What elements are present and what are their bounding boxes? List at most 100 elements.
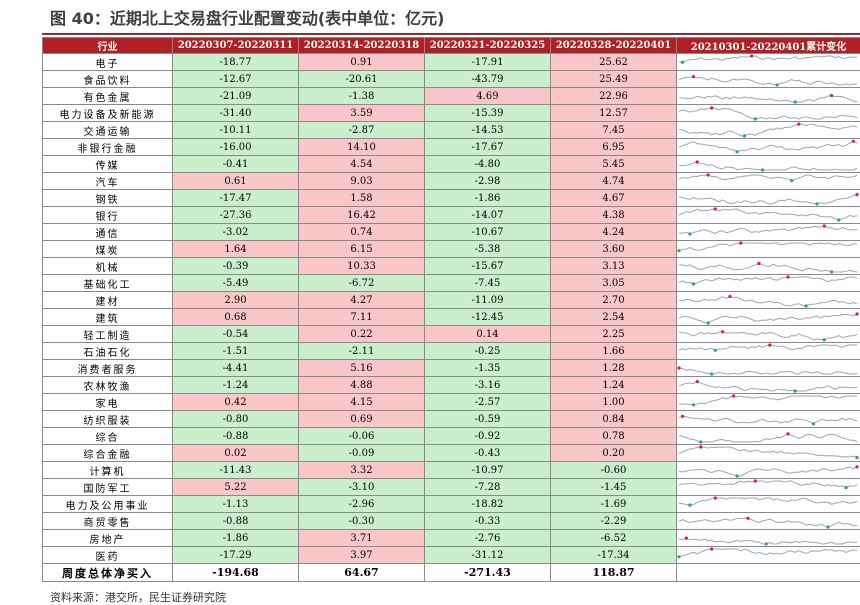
sparkline	[677, 88, 859, 104]
net-buy-cell: 2.70	[551, 292, 677, 309]
cumulative-trend-cell	[677, 530, 860, 547]
source-note: 资料来源：港交所，民生证券研究院	[50, 589, 226, 605]
sparkline-max-dot	[750, 54, 753, 57]
sparkline-path	[679, 141, 857, 152]
sparkline-min-dot	[714, 349, 717, 352]
cumulative-trend-cell	[677, 224, 860, 241]
sparkline-min-dot	[855, 456, 858, 459]
net-buy-cell: -0.25	[425, 343, 551, 360]
total-value-cell: -194.68	[173, 564, 299, 582]
sparkline-max-dot	[855, 193, 858, 196]
cumulative-trend-cell	[677, 241, 860, 258]
sparkline	[677, 547, 859, 563]
net-buy-cell: -6.52	[551, 530, 677, 547]
net-buy-cell: 5.16	[299, 360, 425, 377]
cumulative-trend-cell	[677, 275, 860, 292]
sparkline-min-dot	[688, 504, 691, 507]
sparkline-min-dot	[699, 440, 702, 443]
industry-name-cell: 纺织服装	[43, 411, 173, 428]
sparkline-max-dot	[830, 94, 833, 97]
sparkline-path	[679, 108, 857, 119]
net-buy-cell: 3.59	[299, 105, 425, 122]
cumulative-trend-cell	[677, 445, 860, 462]
industry-name-cell: 医药	[43, 547, 173, 564]
sparkline	[677, 479, 859, 495]
net-buy-cell: 2.90	[173, 292, 299, 309]
cumulative-trend-cell	[677, 360, 860, 377]
north-flow-industry-table: 行业 20220307-20220311 20220314-20220318 2…	[42, 37, 860, 582]
net-buy-cell: 6.95	[551, 139, 677, 156]
sparkline	[677, 224, 859, 240]
industry-name-cell: 家电	[43, 394, 173, 411]
sparkline-path	[679, 124, 857, 136]
sparkline	[677, 207, 859, 223]
net-buy-cell: 0.61	[173, 173, 299, 190]
sparkline-min-dot	[826, 525, 829, 528]
net-buy-cell: 3.05	[551, 275, 677, 292]
net-buy-cell: 1.66	[551, 343, 677, 360]
net-buy-cell: 25.62	[551, 54, 677, 71]
net-buy-cell: 3.60	[551, 241, 677, 258]
sparkline-min-dot	[688, 232, 691, 235]
header-week-3: 20220321-20220325	[425, 38, 551, 54]
header-week-1: 20220307-20220311	[173, 38, 299, 54]
net-buy-cell: -18.77	[173, 54, 299, 71]
net-buy-cell: -21.09	[173, 88, 299, 105]
net-buy-cell: -0.06	[299, 428, 425, 445]
cumulative-trend-cell	[677, 547, 860, 564]
sparkline-min-dot	[707, 321, 710, 324]
net-buy-cell: 16.42	[299, 207, 425, 224]
cumulative-trend-cell	[677, 173, 860, 190]
net-buy-cell: -15.67	[425, 258, 551, 275]
sparkline	[677, 496, 859, 512]
sparkline-min-dot	[823, 338, 826, 341]
sparkline-min-dot	[710, 372, 713, 375]
net-buy-cell: 10.33	[299, 258, 425, 275]
net-buy-cell: 4.67	[551, 190, 677, 207]
industry-name-cell: 房地产	[43, 530, 173, 547]
sparkline-max-dot	[699, 445, 702, 448]
sparkline-min-dot	[776, 83, 779, 86]
sparkline-max-dot	[754, 479, 757, 482]
net-buy-cell: -1.35	[425, 360, 551, 377]
sparkline-min-dot	[754, 117, 757, 120]
net-buy-cell: 14.10	[299, 139, 425, 156]
sparkline-path	[679, 96, 857, 102]
net-buy-cell: -1.13	[173, 496, 299, 513]
net-buy-cell: -0.80	[173, 411, 299, 428]
sparkline-path	[679, 549, 857, 557]
net-buy-cell: -1.86	[425, 190, 551, 207]
sparkline-path	[679, 518, 857, 527]
sparkline-min-dot	[845, 486, 848, 489]
net-buy-cell: -11.43	[173, 462, 299, 479]
net-buy-cell: 3.71	[299, 530, 425, 547]
industry-name-cell: 非银行金融	[43, 139, 173, 156]
net-buy-cell: 5.22	[173, 479, 299, 496]
sparkline	[677, 173, 859, 189]
cumulative-trend-cell	[677, 88, 860, 105]
sparkline-min-dot	[692, 282, 695, 285]
net-buy-cell: -0.59	[425, 411, 551, 428]
table-row: 电力及公用事业-1.13-2.96-18.82-1.69	[43, 496, 860, 513]
industry-name-cell: 电力及公用事业	[43, 496, 173, 513]
cumulative-trend-cell	[677, 394, 860, 411]
net-buy-cell: -17.67	[425, 139, 551, 156]
net-buy-cell: -17.91	[425, 54, 551, 71]
net-buy-cell: 4.54	[299, 156, 425, 173]
sparkline-min-dot	[812, 422, 815, 425]
sparkline-max-dot	[855, 465, 858, 468]
cumulative-trend-cell	[677, 309, 860, 326]
industry-name-cell: 农林牧渔	[43, 377, 173, 394]
sparkline-min-dot	[765, 542, 768, 545]
cumulative-trend-cell	[677, 54, 860, 71]
industry-name-cell: 食品饮料	[43, 71, 173, 88]
industry-name-cell: 电力设备及新能源	[43, 105, 173, 122]
